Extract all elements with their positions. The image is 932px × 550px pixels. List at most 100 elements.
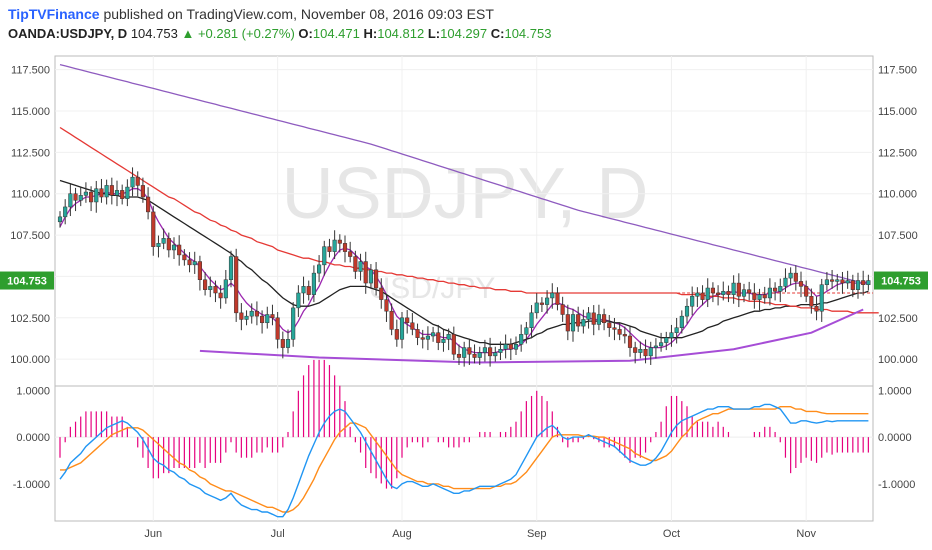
candle-body <box>700 292 705 300</box>
candle-body <box>260 315 265 324</box>
support-trendline <box>199 308 864 364</box>
candle-body <box>156 243 161 247</box>
candle-body <box>306 286 311 295</box>
candle-body <box>747 289 752 294</box>
candle-body <box>679 315 684 328</box>
moving-average-sma_long <box>59 126 879 314</box>
candle-body <box>462 347 467 358</box>
candle-body <box>99 188 104 198</box>
candle-body <box>778 286 783 292</box>
symbol-label[interactable]: OANDA:USDJPY, D <box>8 26 128 41</box>
candle-body <box>213 286 218 294</box>
candle-body <box>472 353 477 358</box>
candle-body <box>348 251 353 257</box>
price-tick-right: 115.000 <box>878 106 917 118</box>
candle-body <box>690 296 695 307</box>
candle-body <box>332 239 337 252</box>
moving-average-sma_mid <box>59 179 869 345</box>
candle-body <box>861 280 866 285</box>
candle-body <box>529 312 534 328</box>
price-tick-left: 112.500 <box>11 147 50 159</box>
candle-body <box>664 337 669 343</box>
candle-body <box>850 280 855 290</box>
chart-header: TipTVFinance published on TradingView.co… <box>8 4 928 44</box>
price-change: +0.281 (+0.27%) <box>197 26 295 41</box>
candle-body <box>57 216 63 223</box>
candle-body <box>653 345 658 348</box>
candle-body <box>249 310 254 317</box>
candle-body <box>612 327 617 330</box>
candle-body <box>824 279 829 285</box>
candle-body <box>353 256 358 272</box>
candle-body <box>89 191 94 203</box>
candle-body <box>223 279 228 299</box>
candle-body <box>296 292 301 309</box>
candle-body <box>405 317 410 324</box>
candle-body <box>648 347 653 357</box>
candle-body <box>560 304 565 315</box>
high-label: H: <box>363 26 378 41</box>
close-value: 104.753 <box>504 26 552 41</box>
candle-body <box>327 246 332 252</box>
candle-body <box>431 332 436 337</box>
candle-body <box>545 297 550 305</box>
candle-body <box>322 246 327 266</box>
candle-body <box>721 291 726 295</box>
candle-body <box>498 348 503 353</box>
candle-body <box>570 314 576 332</box>
candle-body <box>436 332 441 343</box>
last-price-tag-label: 104.753 <box>881 276 921 288</box>
candle-body <box>244 315 249 320</box>
candle-body <box>705 287 710 300</box>
price-tick-left: 100.000 <box>10 354 50 366</box>
publisher-link[interactable]: TipTVFinance <box>8 6 100 22</box>
candle-body <box>467 347 472 355</box>
candle-body <box>503 344 508 350</box>
candle-body <box>596 314 601 325</box>
time-tick-label: Oct <box>663 528 680 540</box>
candle-body <box>674 327 679 333</box>
macd-signal-line <box>60 406 869 513</box>
candle-body <box>591 312 596 325</box>
candle-body <box>125 186 130 199</box>
candle-body <box>508 344 513 350</box>
time-tick-label: Jul <box>271 528 285 540</box>
candle-body <box>140 185 145 198</box>
candle-body <box>446 334 451 340</box>
open-value: 104.471 <box>312 26 360 41</box>
low-value: 104.297 <box>440 26 488 41</box>
price-tick-left: 107.500 <box>10 230 50 242</box>
candle-body <box>146 196 151 213</box>
candle-body <box>793 272 798 282</box>
candle-body <box>83 191 88 196</box>
macd-pane-border <box>54 385 874 522</box>
candle-body <box>358 261 363 272</box>
time-tick-label: Sep <box>527 528 547 540</box>
candle-body <box>586 312 591 320</box>
candle-body <box>394 329 399 340</box>
candle-body <box>192 261 197 266</box>
candle-body <box>187 259 192 266</box>
candle-body <box>835 279 840 282</box>
candle-body <box>814 305 819 312</box>
candle-body <box>627 335 633 348</box>
candle-body <box>203 279 208 290</box>
candle-body <box>798 281 804 287</box>
candle-body <box>182 254 187 261</box>
candle-body <box>166 238 171 251</box>
candle-body <box>716 292 721 295</box>
candle-body <box>684 305 690 317</box>
candle-body <box>643 348 648 357</box>
candle-body <box>840 279 845 284</box>
candle-body <box>741 289 747 297</box>
macd-tick-right: 1.0000 <box>878 385 912 397</box>
candle-body <box>441 339 446 343</box>
price-tick-left: 117.500 <box>11 65 50 77</box>
candle-body <box>384 299 389 312</box>
price-tick-left: 110.000 <box>11 189 50 201</box>
time-tick-label: Nov <box>796 528 816 540</box>
price-tick-right: 107.500 <box>878 230 918 242</box>
candle-body <box>270 314 275 319</box>
candle-body <box>239 312 244 320</box>
